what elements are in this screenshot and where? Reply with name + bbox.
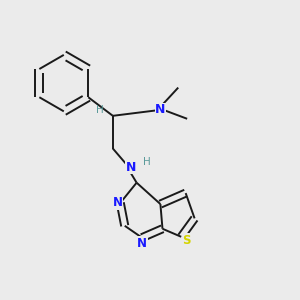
Text: H: H [143, 157, 151, 167]
Text: N: N [125, 161, 136, 174]
Text: H: H [96, 106, 103, 116]
Text: N: N [137, 236, 147, 250]
Text: S: S [182, 234, 191, 247]
Text: N: N [113, 196, 123, 209]
Text: N: N [155, 103, 166, 116]
